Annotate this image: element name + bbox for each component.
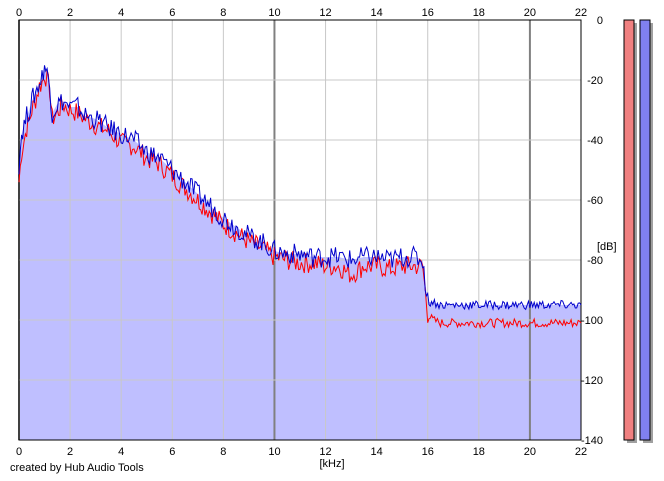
x-tick-label-bottom: 16 <box>422 446 434 458</box>
x-tick-label-bottom: 6 <box>169 446 175 458</box>
x-tick-label-bottom: 20 <box>524 446 536 458</box>
x-tick-label-top: 10 <box>268 7 280 19</box>
x-tick-label-top: 20 <box>524 7 536 19</box>
spectrum-line-right <box>18 65 582 312</box>
x-axis-label: [kHz] <box>319 458 344 470</box>
y-tick-label: -120 <box>581 375 603 387</box>
x-tick-label-bottom: 8 <box>220 446 226 458</box>
series-layer <box>18 65 582 330</box>
x-tick-label-bottom: 0 <box>16 446 22 458</box>
x-tick-label-top: 14 <box>371 7 383 19</box>
x-tick-label-top: 22 <box>575 7 587 19</box>
level-meters <box>623 19 653 443</box>
y-tick-label: -80 <box>587 255 603 267</box>
y-tick-labels: 0 -20 -40 -60 -80 -100 -120 -140 <box>581 15 603 447</box>
x-tick-label-top: 4 <box>118 7 124 19</box>
x-tick-label-bottom: 10 <box>268 446 280 458</box>
y-tick-label: -140 <box>581 435 603 447</box>
y-tick-label: 0 <box>597 15 603 27</box>
y-tick-label: -20 <box>587 75 603 87</box>
x-tick-label-bottom: 12 <box>319 446 331 458</box>
x-tick-label-top: 12 <box>319 7 331 19</box>
y-axis-label: [dB] <box>597 241 617 253</box>
x-tick-label-top: 6 <box>169 7 175 19</box>
x-tick-label-bottom: 2 <box>67 446 73 458</box>
x-tick-label-top: 8 <box>220 7 226 19</box>
x-tick-label-top: 16 <box>422 7 434 19</box>
plot-border <box>18 19 582 441</box>
x-tick-label-top: 0 <box>16 7 22 19</box>
level-meter-l <box>623 19 635 441</box>
y-tick-label: -40 <box>587 135 603 147</box>
y-tick-label: -100 <box>581 315 603 327</box>
credit-text: created by Hub Audio Tools <box>10 462 144 474</box>
x-tick-label-top: 18 <box>473 7 485 19</box>
x-tick-label-top: 2 <box>67 7 73 19</box>
x-tick-label-bottom: 22 <box>575 446 587 458</box>
y-tick-label: -60 <box>587 195 603 207</box>
x-tick-label-bottom: 14 <box>371 446 383 458</box>
x-tick-label-bottom: 18 <box>473 446 485 458</box>
x-tick-label-bottom: 4 <box>118 446 124 458</box>
level-meter-r <box>639 19 651 441</box>
